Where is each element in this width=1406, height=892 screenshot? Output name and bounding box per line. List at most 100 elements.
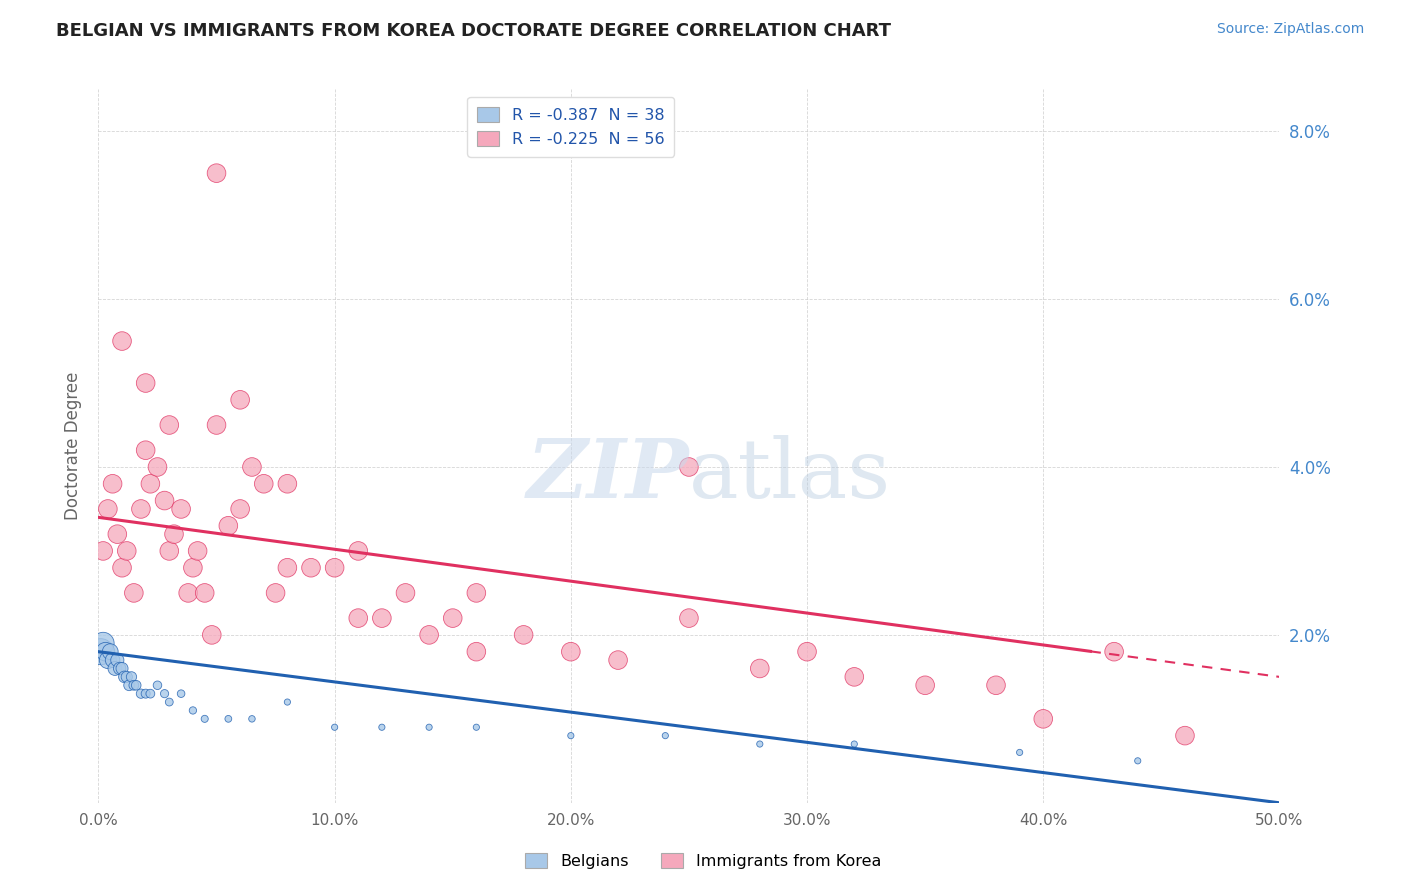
Point	[229, 502, 252, 516]
Point	[135, 376, 157, 390]
Point	[748, 661, 770, 675]
Point	[153, 493, 176, 508]
Point	[129, 502, 152, 516]
Point	[157, 544, 180, 558]
Point	[276, 560, 298, 574]
Point	[205, 417, 228, 432]
Point	[229, 392, 252, 407]
Point	[139, 687, 162, 701]
Point	[844, 737, 866, 751]
Y-axis label: Doctorate Degree: Doctorate Degree	[63, 372, 82, 520]
Point	[97, 502, 120, 516]
Point	[371, 611, 394, 625]
Point	[108, 661, 131, 675]
Point	[101, 476, 124, 491]
Point	[205, 166, 228, 180]
Point	[112, 670, 135, 684]
Point	[157, 695, 180, 709]
Point	[90, 645, 112, 659]
Point	[607, 653, 630, 667]
Point	[654, 729, 676, 743]
Point	[94, 645, 117, 659]
Point	[512, 628, 534, 642]
Point	[560, 645, 582, 659]
Point	[121, 670, 143, 684]
Point	[678, 611, 700, 625]
Point	[276, 476, 298, 491]
Point	[240, 712, 263, 726]
Point	[98, 645, 121, 659]
Point	[146, 678, 169, 692]
Point	[796, 645, 818, 659]
Text: ZIP: ZIP	[526, 434, 689, 515]
Point	[105, 527, 128, 541]
Point	[1102, 645, 1125, 659]
Text: Source: ZipAtlas.com: Source: ZipAtlas.com	[1216, 22, 1364, 37]
Point	[104, 661, 127, 675]
Point	[181, 703, 204, 717]
Point	[217, 518, 239, 533]
Point	[253, 476, 276, 491]
Point	[194, 712, 217, 726]
Point	[371, 720, 394, 734]
Point	[163, 527, 186, 541]
Point	[914, 678, 936, 692]
Point	[323, 560, 346, 574]
Point	[465, 586, 488, 600]
Point	[177, 586, 200, 600]
Point	[201, 628, 224, 642]
Point	[135, 443, 157, 458]
Point	[441, 611, 464, 625]
Point	[105, 653, 128, 667]
Point	[748, 737, 770, 751]
Point	[418, 628, 440, 642]
Point	[111, 661, 134, 675]
Point	[465, 720, 488, 734]
Point	[91, 544, 114, 558]
Point	[139, 476, 162, 491]
Point	[323, 720, 346, 734]
Point	[187, 544, 209, 558]
Point	[129, 687, 152, 701]
Point	[1032, 712, 1054, 726]
Point	[1174, 729, 1197, 743]
Point	[194, 586, 217, 600]
Text: BELGIAN VS IMMIGRANTS FROM KOREA DOCTORATE DEGREE CORRELATION CHART: BELGIAN VS IMMIGRANTS FROM KOREA DOCTORA…	[56, 22, 891, 40]
Point	[91, 636, 114, 650]
Point	[560, 729, 582, 743]
Point	[146, 460, 169, 475]
Point	[118, 678, 141, 692]
Point	[122, 678, 145, 692]
Point	[1008, 746, 1031, 760]
Point	[276, 695, 298, 709]
Point	[153, 687, 176, 701]
Point	[299, 560, 322, 574]
Point	[111, 560, 134, 574]
Legend: R = -0.387  N = 38, R = -0.225  N = 56: R = -0.387 N = 38, R = -0.225 N = 56	[467, 97, 675, 156]
Legend: Belgians, Immigrants from Korea: Belgians, Immigrants from Korea	[519, 847, 887, 875]
Point	[97, 653, 120, 667]
Point	[135, 687, 157, 701]
Point	[115, 670, 138, 684]
Point	[115, 544, 138, 558]
Point	[394, 586, 416, 600]
Point	[111, 334, 134, 348]
Point	[678, 460, 700, 475]
Point	[844, 670, 866, 684]
Point	[157, 417, 180, 432]
Point	[347, 544, 370, 558]
Point	[1126, 754, 1149, 768]
Point	[122, 586, 145, 600]
Point	[170, 687, 193, 701]
Point	[240, 460, 263, 475]
Point	[181, 560, 204, 574]
Point	[170, 502, 193, 516]
Point	[101, 653, 124, 667]
Text: atlas: atlas	[689, 434, 891, 515]
Point	[347, 611, 370, 625]
Point	[125, 678, 148, 692]
Point	[217, 712, 239, 726]
Point	[984, 678, 1007, 692]
Point	[465, 645, 488, 659]
Point	[264, 586, 287, 600]
